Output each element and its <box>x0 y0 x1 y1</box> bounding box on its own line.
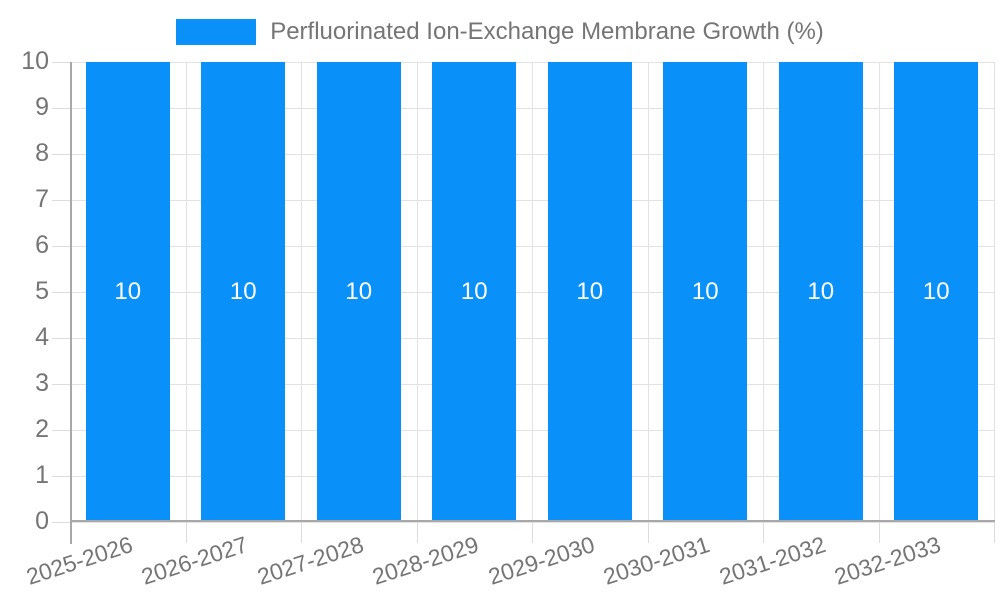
y-axis-tick <box>52 476 70 477</box>
x-axis-tick <box>763 522 764 543</box>
y-axis-tick <box>52 430 70 431</box>
gridline-vertical <box>763 62 764 522</box>
x-axis-line <box>70 520 995 522</box>
y-axis-tick-label: 5 <box>35 277 49 305</box>
bar[interactable]: 10 <box>778 62 863 522</box>
y-axis-tick-label: 2 <box>35 415 49 443</box>
bar[interactable]: 10 <box>432 62 517 522</box>
bar-value-label: 10 <box>114 278 142 305</box>
x-axis-tick <box>416 522 418 543</box>
gridline-vertical <box>878 62 880 522</box>
x-axis-tick <box>878 522 880 543</box>
y-axis-tick-label: 8 <box>35 139 49 167</box>
y-axis-tick <box>52 62 70 63</box>
bar-value-label: 10 <box>460 278 488 305</box>
bar[interactable]: 10 <box>894 62 979 522</box>
x-axis-tick-label: 2029-2030 <box>484 531 598 590</box>
gridline-vertical <box>301 62 302 522</box>
x-axis-tick-label: 2027-2028 <box>253 531 367 590</box>
x-axis-tick-label: 2028-2029 <box>369 531 482 590</box>
y-axis-tick <box>52 200 70 201</box>
y-axis-tick-label: 1 <box>35 461 49 489</box>
x-axis-tick <box>647 522 649 543</box>
bar[interactable]: 10 <box>547 62 632 522</box>
bar-value-label: 10 <box>229 278 257 305</box>
bar-value-label: 10 <box>345 278 373 305</box>
bar-value-label: 10 <box>576 278 604 305</box>
bar[interactable]: 10 <box>663 62 748 522</box>
x-axis-tick-label: 2025-2026 <box>22 531 136 590</box>
y-axis-tick <box>52 522 70 523</box>
legend[interactable]: Perfluorinated Ion-Exchange Membrane Gro… <box>0 18 1000 46</box>
gridline-vertical <box>994 62 995 522</box>
legend-label: Perfluorinated Ion-Exchange Membrane Gro… <box>270 18 824 45</box>
bar[interactable]: 10 <box>316 62 401 522</box>
y-axis-tick-label: 6 <box>35 231 49 259</box>
x-axis-tick-label: 2026-2027 <box>138 531 251 590</box>
y-axis-tick <box>52 338 70 339</box>
gridline-vertical <box>185 62 187 522</box>
x-axis-tick <box>301 522 302 543</box>
bar[interactable]: 10 <box>85 62 170 522</box>
y-axis-tick <box>52 292 70 293</box>
y-axis-tick-label: 10 <box>21 47 49 75</box>
gridline-vertical <box>416 62 418 522</box>
gridline-vertical <box>647 62 649 522</box>
bar-value-label: 10 <box>691 278 719 305</box>
x-axis-tick-label: 2032-2033 <box>831 531 944 590</box>
x-axis-tick <box>994 522 995 543</box>
y-axis-tick <box>52 154 70 155</box>
x-axis-tick-label: 2030-2031 <box>600 531 713 590</box>
y-axis-tick <box>52 246 70 247</box>
bar[interactable]: 10 <box>201 62 286 522</box>
x-axis-tick-label: 2031-2032 <box>715 531 829 590</box>
gridline-vertical <box>532 62 533 522</box>
y-axis-tick <box>52 384 70 385</box>
y-axis-tick-label: 3 <box>35 369 49 397</box>
y-axis-line <box>70 62 72 544</box>
y-axis-tick-label: 0 <box>35 507 49 535</box>
bar-value-label: 10 <box>922 278 950 305</box>
x-axis-tick <box>532 522 533 543</box>
y-axis-tick-label: 4 <box>35 323 49 351</box>
x-axis-tick <box>185 522 187 543</box>
y-axis-tick-label: 7 <box>35 185 49 213</box>
y-axis-tick-label: 9 <box>35 93 49 121</box>
bar-value-label: 10 <box>807 278 835 305</box>
legend-swatch-icon <box>176 19 257 45</box>
y-axis-tick <box>52 108 70 109</box>
plot-area: 10 10 10 10 10 10 10 10 <box>70 62 995 523</box>
